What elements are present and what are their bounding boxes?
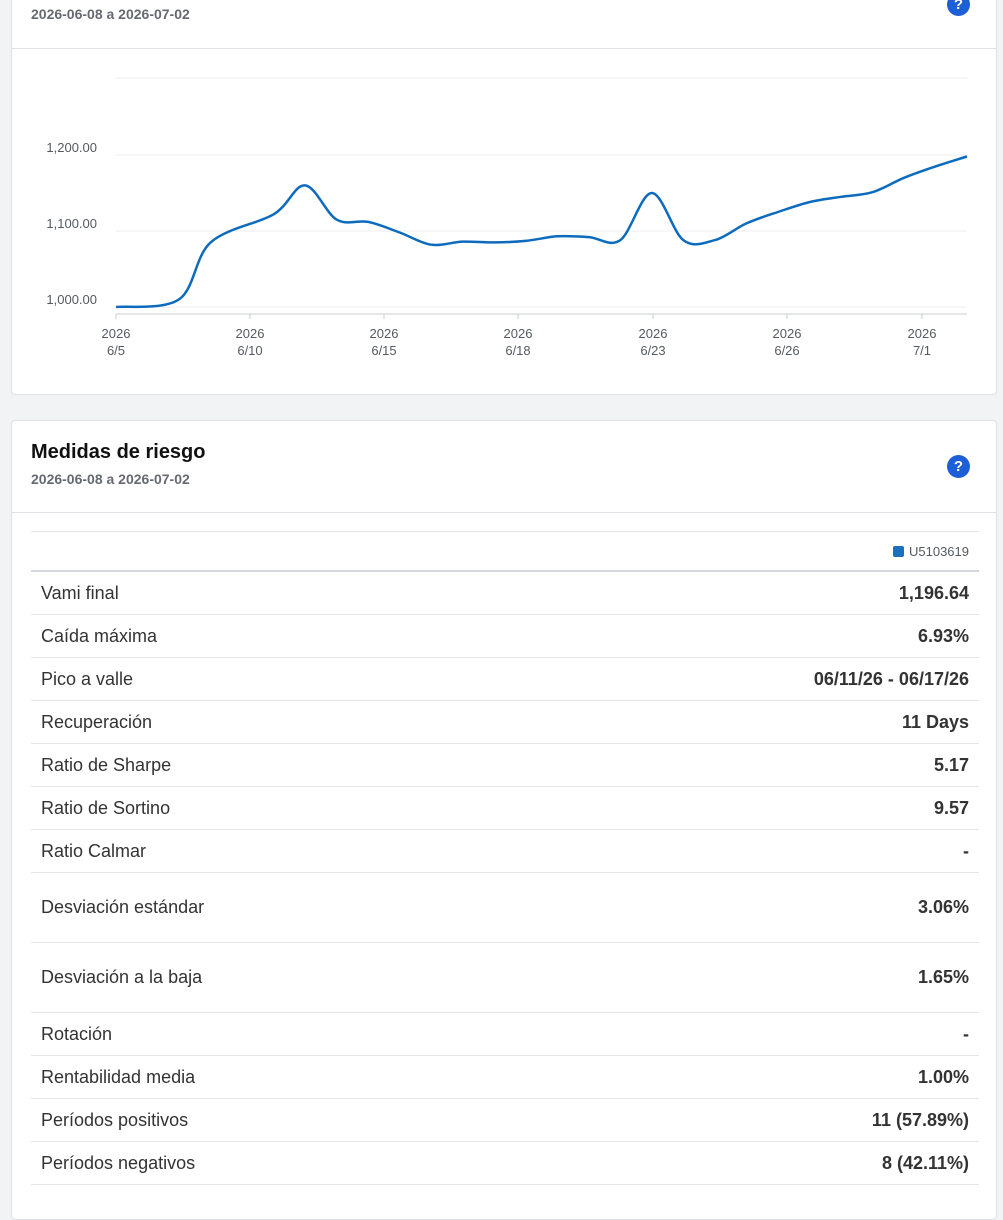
table-row: Ratio de Sortino 9.57 [31,787,979,830]
y-tick-label: 1,200.00 [46,140,97,155]
table-row: Períodos positivos 11 (57.89%) [31,1099,979,1142]
x-tick-year: 2026 [773,326,802,341]
x-tick-day: 6/15 [371,343,396,358]
chart-date-range: 2026-06-08 a 2026-07-02 [31,6,190,22]
table-row: Ratio Calmar - [31,830,979,873]
table-row: Rentabilidad media 1.00% [31,1056,979,1099]
performance-chart-card: 2026-06-08 a 2026-07-02 ? 1,000.00 1,100.… [11,0,997,395]
row-label: Rentabilidad media [41,1066,196,1087]
table-row: Recuperación 11 Days [31,701,979,744]
x-tick-day: 6/5 [107,343,125,358]
risk-measures-card: Medidas de riesgo 2026-06-08 a 2026-07-0… [11,420,997,1220]
row-label: Caída máxima [41,625,158,646]
risk-help-icon[interactable]: ? [947,455,970,478]
series-line [115,155,968,309]
y-tick-label: 1,100.00 [46,216,97,231]
table-row: Vami final 1,196.64 [31,572,979,615]
row-value: 1.00% [917,1066,969,1087]
table-row: Desviación estándar 3.06% [31,873,979,943]
table-row: Caída máxima 6.93% [31,615,979,658]
x-tick-day: 6/10 [237,343,262,358]
row-label: Desviación a la baja [41,967,203,987]
row-value: - [963,1023,969,1044]
x-tick-day: 6/18 [505,343,530,358]
row-label: Períodos negativos [41,1152,196,1173]
row-label: Ratio de Sharpe [41,754,172,775]
table-row: Desviación a la baja 1.65% [31,943,979,1013]
x-tick-year: 2026 [504,326,533,341]
row-value: 06/11/26 - 06/17/26 [813,668,969,689]
row-value: 11 Days [901,711,969,732]
row-value: 11 (57.89%) [871,1109,969,1130]
row-value: 9.57 [933,797,969,818]
row-value: 1,196.64 [898,582,969,603]
row-label: Ratio Calmar [41,840,147,861]
row-label: Rotación [41,1023,113,1044]
x-tick-day: 7/1 [913,343,931,358]
risk-card-title: Medidas de riesgo [31,441,206,463]
x-tick-day: 6/23 [640,343,665,358]
row-label: Ratio de Sortino [41,797,171,818]
row-label: Pico a valle [41,668,134,689]
chart-help-icon[interactable]: ? [947,0,970,16]
row-value: 6.93% [917,625,969,646]
row-value: 8 (42.11%) [881,1152,969,1173]
x-tick-day: 6/26 [774,343,799,358]
x-tick-year: 2026 [370,326,399,341]
x-tick-year: 2026 [236,326,265,341]
row-label: Vami final [41,582,119,603]
y-tick-label: 1,000.00 [46,292,97,307]
row-label: Desviación estándar [41,897,205,917]
row-label: Recuperación [41,711,153,732]
legend-account-label: U5103619 [909,543,969,559]
x-tick-year: 2026 [102,326,131,341]
risk-header-divider [12,512,996,513]
x-tick-year: 2026 [639,326,668,341]
table-row: Rotación - [31,1013,979,1056]
legend-swatch-icon [893,545,904,557]
risk-table: U5103619 Vami final 1,196.64 Caída máxima 6… [31,531,979,1185]
table-row: Pico a valle 06/11/26 - 06/17/26 [31,658,979,701]
row-label: Períodos positivos [41,1109,189,1130]
row-value: 1.65% [917,967,969,987]
risk-date-range: 2026-06-08 a 2026-07-02 [31,471,190,487]
row-value: - [963,840,969,861]
table-row: Períodos negativos 8 (42.11%) [31,1142,979,1185]
x-tick-year: 2026 [908,326,937,341]
row-value: 5.17 [933,754,969,775]
performance-line-chart: 1,000.00 1,100.00 1,200.00 2026 6/5 2026 6/10 2… [46,77,968,358]
row-value: 3.06% [917,897,969,917]
chart-header-divider [12,48,996,49]
risk-rows: Vami final 1,196.64 Caída máxima 6.93% Pico … [31,572,979,1185]
table-row: Ratio de Sharpe 5.17 [31,744,979,787]
risk-legend: U5103619 [31,531,979,572]
